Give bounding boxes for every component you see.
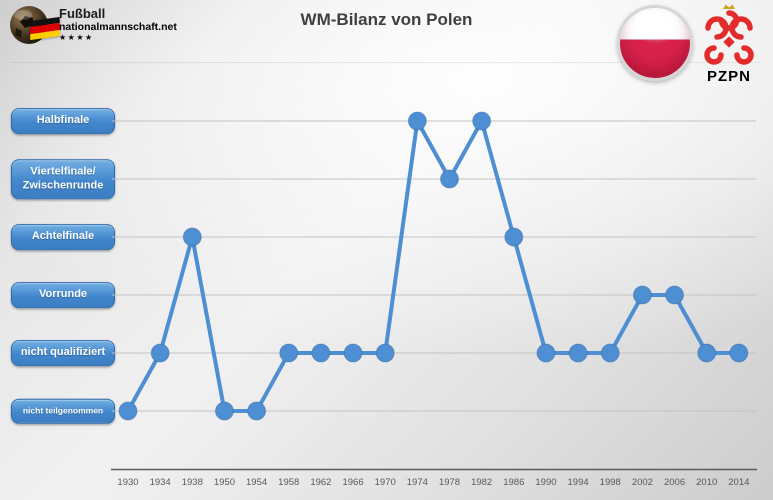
site-logo: Fußball nationalmannschaft.net ★★★★ xyxy=(6,2,206,60)
x-tick-label: 1974 xyxy=(407,477,428,488)
x-tick-label: 2006 xyxy=(664,477,685,488)
brand-domain: nationalmannschaft.net xyxy=(59,21,177,33)
data-point-1982 xyxy=(472,111,492,131)
x-tick-label: 1962 xyxy=(310,477,331,488)
x-tick-label: 1958 xyxy=(278,477,299,488)
data-point-2014 xyxy=(729,343,749,363)
data-point-1990 xyxy=(536,343,556,363)
x-tick-label: 1994 xyxy=(568,477,589,488)
data-point-1998 xyxy=(600,343,620,363)
brand-stars-icon: ★★★★ xyxy=(59,33,94,42)
x-tick-label: 1930 xyxy=(117,477,138,488)
x-tick-label: 1970 xyxy=(375,477,396,488)
data-point-1966 xyxy=(343,343,363,363)
pzpn-label: PZPN xyxy=(706,68,751,85)
pzpn-eagle-icon xyxy=(704,4,754,65)
data-point-1962 xyxy=(311,343,331,363)
y-axis-label-achtelfinale: Achtelfinale xyxy=(11,224,115,250)
y-axis-label-halbfinale: Halbfinale xyxy=(11,108,115,134)
x-tick-label: 1978 xyxy=(439,477,460,488)
x-tick-label: 1954 xyxy=(246,477,267,488)
x-tick-label: 2002 xyxy=(632,477,653,488)
x-tick-label: 2014 xyxy=(728,477,749,488)
data-point-1974 xyxy=(407,111,427,131)
y-axis-label-viertelfinale-zwischenrunde: Viertelfinale/ Zwischenrunde xyxy=(11,159,115,199)
data-point-1986 xyxy=(504,227,524,247)
y-axis-label-vorrunde: Vorrunde xyxy=(11,282,115,308)
data-point-1978 xyxy=(440,169,459,189)
data-point-1930 xyxy=(118,401,138,421)
x-tick-label: 1938 xyxy=(182,477,203,488)
x-tick-label: 1986 xyxy=(503,477,524,488)
x-tick-label: 1998 xyxy=(600,477,621,488)
poland-flag-icon xyxy=(617,5,693,81)
data-point-1958 xyxy=(279,343,299,363)
data-point-1938 xyxy=(182,227,202,247)
data-point-1934 xyxy=(150,343,170,363)
x-tick-label: 1950 xyxy=(214,477,235,488)
data-point-1994 xyxy=(568,343,588,363)
data-point-2010 xyxy=(697,343,717,363)
x-tick-label: 1982 xyxy=(471,477,492,488)
x-tick-label: 2010 xyxy=(696,477,717,488)
data-point-1950 xyxy=(214,401,234,421)
brand-name: Fußball xyxy=(59,6,106,21)
y-axis-label-nicht-teilgenommen: nicht teilgenommen xyxy=(11,398,115,424)
page-title: WM-Bilanz von Polen xyxy=(300,10,473,29)
pzpn-logo: PZPN xyxy=(696,2,762,86)
series-line xyxy=(126,119,741,413)
x-tick-label: 1934 xyxy=(150,477,171,488)
data-point-1970 xyxy=(375,343,395,363)
data-point-2006 xyxy=(665,285,685,305)
header-divider xyxy=(10,62,761,63)
data-point-2002 xyxy=(632,285,652,305)
data-point-1954 xyxy=(247,401,267,421)
x-tick-label: 1966 xyxy=(342,477,363,488)
x-tick-label: 1990 xyxy=(535,477,556,488)
